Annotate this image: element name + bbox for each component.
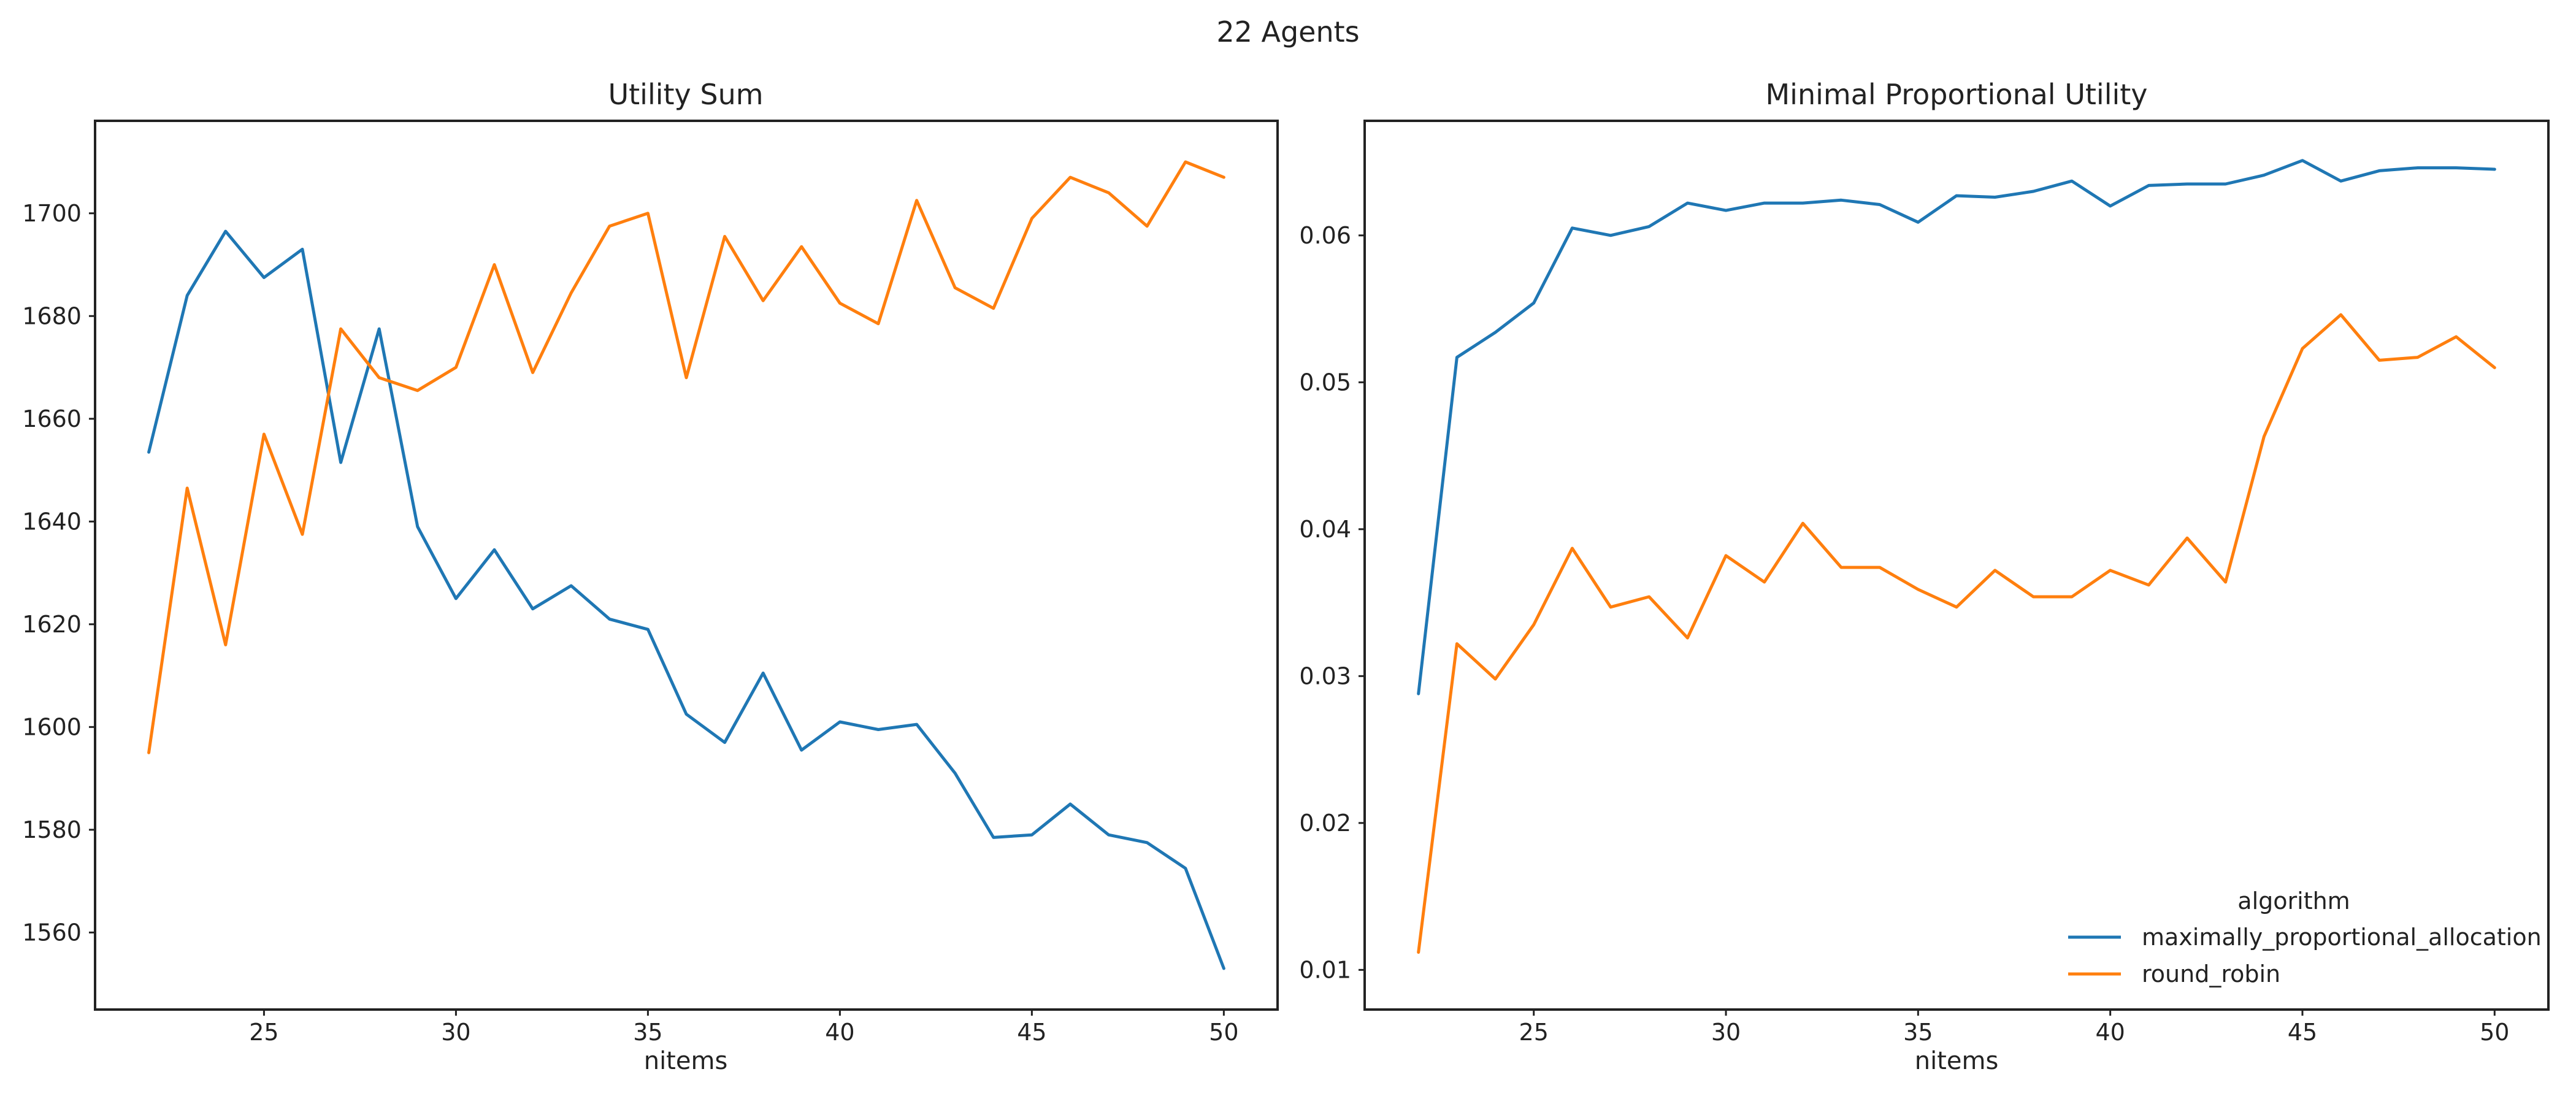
- utility-sum-y-tick-label: 1660: [22, 405, 82, 432]
- utility-sum-xlabel: nitems: [644, 1047, 728, 1075]
- legend-label-maximally-proportional-allocation: maximally_proportional_allocation: [2142, 924, 2542, 951]
- min-proportional-utility-x-tick-label: 25: [1519, 1019, 1549, 1046]
- figure-suptitle: 22 Agents: [1216, 15, 1359, 48]
- utility-sum-y-tick-label: 1700: [22, 200, 82, 227]
- min-proportional-utility-x-tick-label: 35: [1903, 1019, 1933, 1046]
- legend-title: algorithm: [2237, 887, 2350, 914]
- min-proportional-utility-y-tick-label: 0.04: [1299, 516, 1351, 543]
- utility-sum-x-tick-label: 25: [249, 1019, 278, 1046]
- min-proportional-utility-y-tick-label: 0.03: [1299, 662, 1351, 689]
- min-proportional-utility-x-tick-label: 45: [2288, 1019, 2317, 1046]
- utility-sum-y-tick-label: 1680: [22, 302, 82, 329]
- min-proportional-utility-series-round-robin: [1417, 313, 2496, 954]
- utility-sum-y-tick-label: 1560: [22, 919, 82, 946]
- min-proportional-utility-x-tick-label: 50: [2480, 1019, 2509, 1046]
- utility-sum-y-tick-label: 1600: [22, 713, 82, 740]
- min-proportional-utility-legend: algorithm maximally_proportional_allocati…: [2068, 887, 2542, 987]
- utility-sum-title: Utility Sum: [608, 78, 763, 111]
- min-proportional-utility-y-tick-label: 0.02: [1299, 810, 1351, 837]
- min-proportional-utility-y-tick-label: 0.05: [1299, 369, 1351, 396]
- min-proportional-utility-x-tick-label: 40: [2095, 1019, 2125, 1046]
- min-proportional-utility-title: Minimal Proportional Utility: [1765, 78, 2147, 111]
- utility-sum-x-tick-label: 45: [1017, 1019, 1046, 1046]
- min-proportional-utility-plot-frame: [1363, 120, 2550, 1011]
- utility-sum-x-tick-label: 30: [441, 1019, 470, 1046]
- min-proportional-utility-panel: Minimal Proportional Utility nitems 25 30…: [1299, 78, 2550, 1075]
- utility-sum-panel: Utility Sum nitems 25 30 35 40 45 50 1560 1580 1…: [22, 78, 1279, 1075]
- min-proportional-utility-xlabel: nitems: [1915, 1047, 1999, 1075]
- min-proportional-utility-series-maximally-proportional-allocation: [1417, 159, 2496, 696]
- utility-sum-y-tick-label: 1640: [22, 508, 82, 535]
- utility-sum-x-tick-label: 35: [633, 1019, 662, 1046]
- utility-sum-y-tick-label: 1580: [22, 816, 82, 843]
- utility-sum-x-tick-label: 50: [1209, 1019, 1238, 1046]
- min-proportional-utility-y-tick-label: 0.01: [1299, 956, 1351, 983]
- utility-sum-plot-frame: [94, 120, 1279, 1011]
- min-proportional-utility-y-tick-label: 0.06: [1299, 222, 1351, 249]
- utility-sum-series-round-robin: [147, 160, 1225, 754]
- utility-sum-y-tick-label: 1620: [22, 611, 82, 638]
- min-proportional-utility-x-tick-label: 30: [1711, 1019, 1741, 1046]
- legend-label-round-robin: round_robin: [2142, 960, 2280, 987]
- utility-sum-x-tick-label: 40: [825, 1019, 854, 1046]
